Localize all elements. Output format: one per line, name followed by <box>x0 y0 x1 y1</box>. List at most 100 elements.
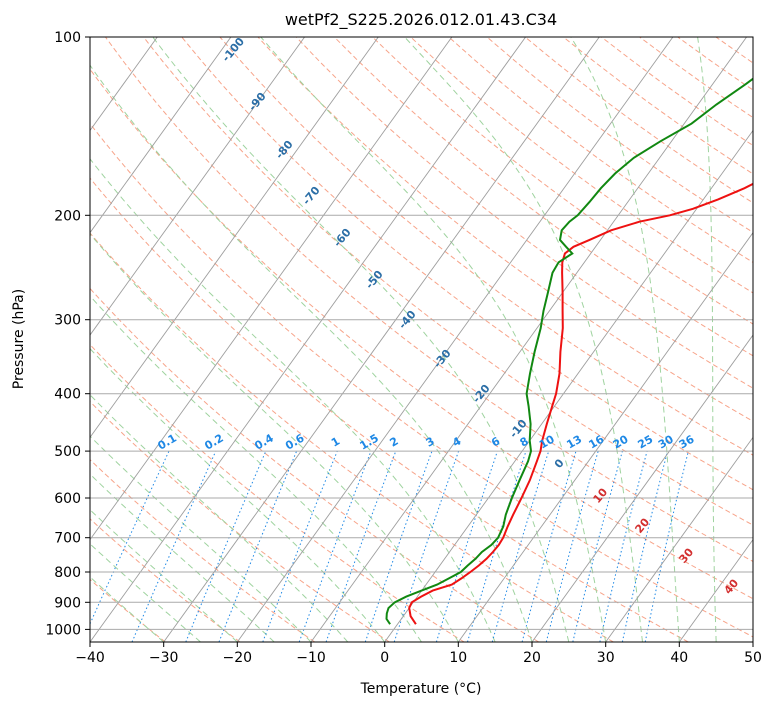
moist-adiabat-line <box>152 37 570 642</box>
dry-adiabat-label: -60 <box>331 226 354 250</box>
dry-adiabat-line <box>486 37 753 233</box>
dry-adiabat-line <box>90 343 465 642</box>
moist-adiabat-line <box>90 576 165 642</box>
dry-adiabat-line <box>90 232 614 642</box>
mixing-ratio-label: 4 <box>450 434 463 449</box>
moist-adiabat-line <box>570 37 680 642</box>
isotherm-line <box>678 538 753 642</box>
moist-adiabat-line <box>260 37 607 642</box>
y-tick-label: 100 <box>54 30 81 46</box>
dry-adiabat-label: 0 <box>552 456 567 470</box>
mixing-ratio-label: 1 <box>329 435 342 450</box>
dry-adiabat-line <box>410 37 753 294</box>
dry-adiabat-line <box>90 518 241 642</box>
isotherm-line <box>90 37 379 439</box>
mixing-ratio-line <box>393 450 460 642</box>
dry-adiabat-line <box>90 458 315 642</box>
dry-adiabat-line <box>219 37 753 456</box>
dry-adiabat-line <box>104 37 753 563</box>
moist-adiabat-line <box>90 394 349 642</box>
moist-adiabat-label: 20 <box>632 515 652 535</box>
profile-series <box>385 77 753 625</box>
plot-frame <box>89 36 754 643</box>
moist-adiabat-line <box>90 473 275 642</box>
x-axis: −40 −30 −20 −10 0 10 20 30 40 50 <box>75 642 762 666</box>
moist-adiabat-line <box>697 37 717 642</box>
isotherm-line <box>163 37 600 642</box>
y-tick-label: 900 <box>54 595 81 611</box>
x-tick-label: −10 <box>296 650 326 666</box>
mixing-ratio-line <box>435 450 498 642</box>
dry-adiabat-label: -90 <box>246 90 269 114</box>
temperature-profile-line <box>408 182 753 625</box>
x-tick-label: 10 <box>449 650 467 666</box>
mixing-ratio-label: 0.2 <box>202 432 225 453</box>
moist-adiabat-line <box>90 348 386 642</box>
y-tick-label: 400 <box>54 387 81 403</box>
mixing-ratio-line <box>644 450 689 642</box>
mixing-ratio-line <box>325 450 397 642</box>
isotherm-line <box>310 37 747 642</box>
mixing-ratio-label: 6 <box>489 434 502 449</box>
dry-adiabat-line <box>372 37 753 325</box>
y-axis: 1000 900 800 700 600 500 400 300 200 100 <box>45 30 90 638</box>
mixing-ratio-label: 16 <box>587 432 607 451</box>
dry-adiabat-line <box>448 37 753 263</box>
dry-adiabat-label: -50 <box>363 268 386 292</box>
mixing-ratio-label: 25 <box>635 433 655 452</box>
x-tick-label: 40 <box>670 650 688 666</box>
mixing-ratio-line <box>90 450 170 625</box>
mixing-ratio-line <box>599 450 648 642</box>
dry-adiabat-label: -100 <box>219 35 247 65</box>
isotherm-line <box>457 231 753 642</box>
isotherm-line <box>90 37 232 234</box>
y-tick-label: 800 <box>54 565 81 581</box>
dry-adiabat-line <box>90 578 166 642</box>
x-tick-label: 20 <box>523 650 541 666</box>
mixing-ratio-label: 0.4 <box>252 431 276 452</box>
mixing-ratio-label: 0.6 <box>283 431 307 452</box>
moist-adiabat-line <box>90 158 496 642</box>
dewpoint-profile-line <box>385 77 753 625</box>
y-tick-label: 600 <box>54 491 81 507</box>
mixing-ratio-label: 20 <box>611 432 631 451</box>
x-tick-label: 0 <box>380 650 389 666</box>
background-lines <box>90 37 775 642</box>
mixing-ratio-label: 2 <box>387 435 400 450</box>
moist-adiabat-line <box>90 233 459 642</box>
y-tick-label: 700 <box>54 531 81 547</box>
dry-adiabat-line <box>90 400 390 642</box>
dry-adiabat-line <box>715 37 753 64</box>
x-axis-label: Temperature (°C) <box>360 681 482 697</box>
mixing-ratio-label: 36 <box>677 432 697 451</box>
isotherm-line <box>90 37 453 541</box>
moist-adiabat-line <box>90 64 533 642</box>
mixing-ratio-line <box>298 450 372 642</box>
dry-adiabat-label: -40 <box>396 308 419 332</box>
x-tick-label: −20 <box>223 650 253 666</box>
dry-adiabat-line <box>143 37 753 526</box>
mixing-ratio-line <box>467 450 527 642</box>
mixing-ratio-label: 0.1 <box>156 432 179 453</box>
dry-adiabat-label: -20 <box>470 382 493 406</box>
mixing-ratio-line <box>185 450 267 642</box>
mixing-ratio-line <box>131 450 217 642</box>
dry-adiabat-line <box>754 37 775 642</box>
moist-adiabat-line <box>404 37 643 642</box>
line-labels: -100-90-80-70-60-50-40-30-20-10010203040… <box>156 35 742 597</box>
isotherm-line <box>236 37 674 642</box>
x-tick-label: 50 <box>744 650 762 666</box>
moist-adiabat-label: 30 <box>676 545 696 565</box>
dry-adiabat-label: -70 <box>300 184 323 208</box>
isotherm-line <box>752 641 753 642</box>
x-tick-label: 30 <box>597 650 615 666</box>
dry-adiabat-label: -30 <box>431 347 454 371</box>
y-axis-label: Pressure (hPa) <box>11 289 27 389</box>
mixing-ratio-line <box>621 450 669 642</box>
dry-adiabat-line <box>90 177 689 642</box>
y-tick-label: 1000 <box>45 622 81 638</box>
chart-title: wetPf2_S225.2026.012.01.43.C34 <box>285 10 557 30</box>
isotherm-line <box>90 37 526 642</box>
mixing-ratio-label: 3 <box>424 435 437 450</box>
